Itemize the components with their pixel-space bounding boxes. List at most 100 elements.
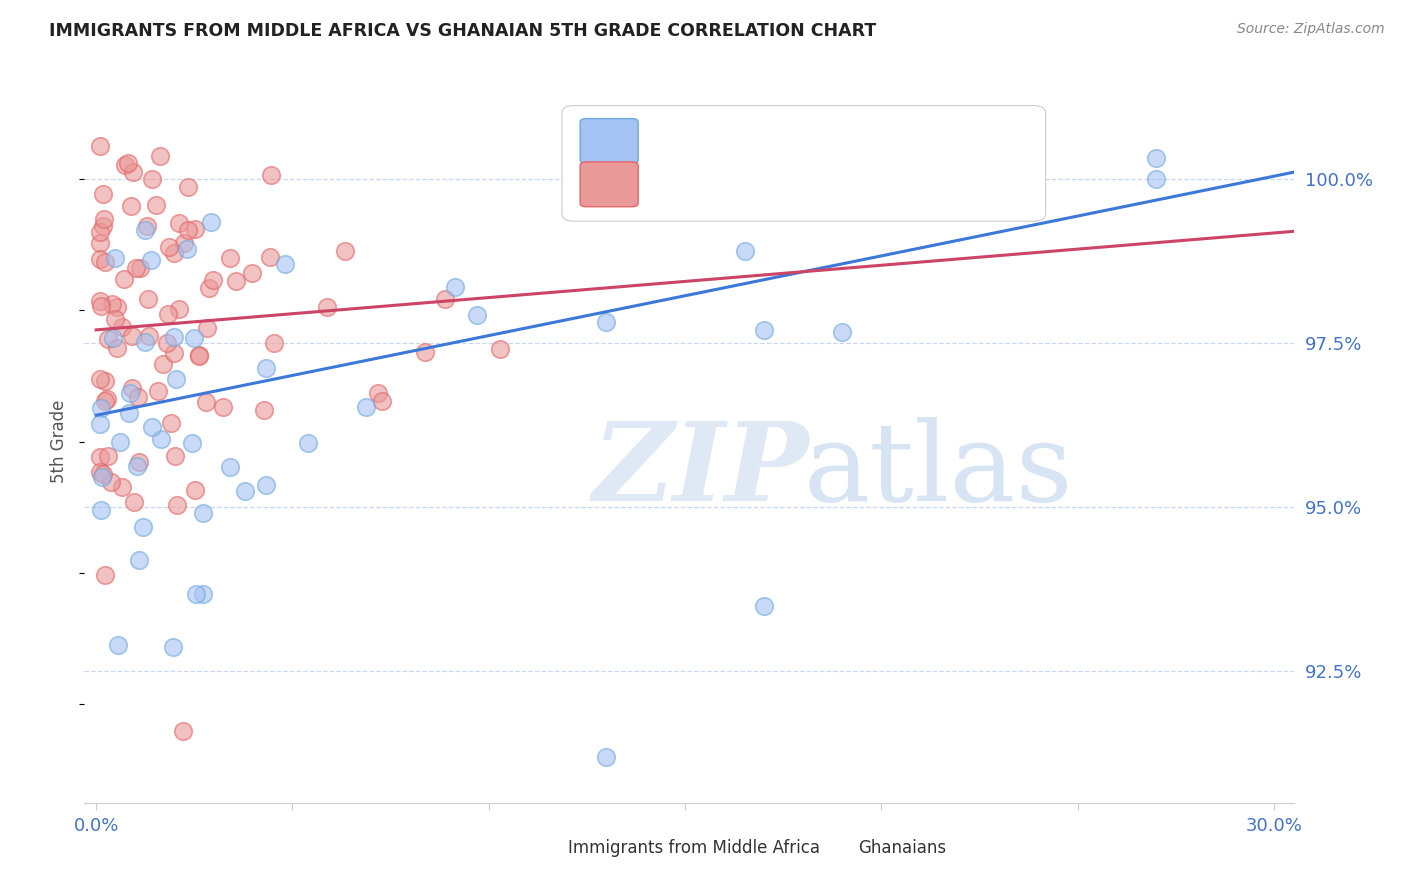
Point [156,335,179,350]
Point [141,420,163,434]
Point [184,483,207,497]
Point [159,240,181,254]
Point [141,172,163,186]
Point [89,252,111,266]
Point [111,479,134,493]
Point [162,640,184,655]
Point [444,279,467,293]
Point [129,260,152,275]
Point [90,401,112,415]
Point [91,219,114,234]
Point [195,320,218,334]
Point [371,393,394,408]
Point [138,329,160,343]
Point [200,215,222,229]
Point [135,219,157,233]
Point [183,331,205,345]
Text: R =  0.224   N = 84: R = 0.224 N = 84 [650,175,872,195]
Point [100,296,122,310]
Point [121,381,143,395]
Point [134,335,156,350]
Point [166,372,188,386]
Point [112,271,135,285]
Point [89,139,111,153]
Point [1144,152,1167,166]
Point [297,435,319,450]
Point [240,266,263,280]
Point [619,204,641,219]
Point [163,330,186,344]
Point [91,467,114,481]
Point [465,308,488,322]
Point [187,349,209,363]
Point [259,250,281,264]
Text: atlas: atlas [804,417,1073,524]
Point [111,320,134,334]
Point [104,251,127,265]
Point [97,449,120,463]
FancyBboxPatch shape [581,119,638,163]
Point [89,225,111,239]
Point [253,403,276,417]
Point [254,477,277,491]
Point [118,386,141,401]
Point [94,394,117,409]
Point [191,587,214,601]
Point [169,216,191,230]
Point [128,553,150,567]
Point [90,503,112,517]
Point [114,158,136,172]
Point [434,292,457,306]
Point [752,599,775,613]
Point [89,450,111,464]
Point [139,252,162,267]
Point [101,331,124,345]
FancyBboxPatch shape [581,162,638,207]
Point [89,372,111,386]
Text: IMMIGRANTS FROM MIDDLE AFRICA VS GHANAIAN 5TH GRADE CORRELATION CHART: IMMIGRANTS FROM MIDDLE AFRICA VS GHANAIA… [49,22,876,40]
Point [93,212,115,227]
Point [136,292,159,306]
Point [1144,171,1167,186]
Point [108,435,131,450]
Point [105,300,128,314]
Text: R =  0.361   N = 47: R = 0.361 N = 47 [650,128,872,148]
Point [202,273,225,287]
Point [173,235,195,250]
Point [122,495,145,509]
Point [120,198,142,212]
Point [97,332,120,346]
Point [104,312,127,326]
Point [107,638,129,652]
Point [145,198,167,212]
Text: Source: ZipAtlas.com: Source: ZipAtlas.com [1237,22,1385,37]
Point [260,169,283,183]
Point [89,294,111,309]
Point [165,449,187,463]
Point [595,316,617,330]
Point [89,236,111,251]
Point [595,749,617,764]
Point [176,242,198,256]
Point [91,186,114,201]
Text: ZIP: ZIP [592,417,808,524]
Point [160,417,183,431]
Point [100,475,122,490]
Point [198,281,221,295]
Point [219,252,242,266]
Text: Ghanaians: Ghanaians [858,839,946,857]
Point [177,223,200,237]
Point [191,506,214,520]
Point [177,179,200,194]
Point [274,257,297,271]
Point [186,587,208,601]
Point [128,455,150,469]
Point [163,345,186,359]
Point [181,435,204,450]
Point [831,325,853,339]
Point [94,568,117,582]
Point [131,520,153,534]
Point [89,466,111,480]
FancyBboxPatch shape [562,105,1046,221]
Y-axis label: 5th Grade: 5th Grade [51,400,69,483]
